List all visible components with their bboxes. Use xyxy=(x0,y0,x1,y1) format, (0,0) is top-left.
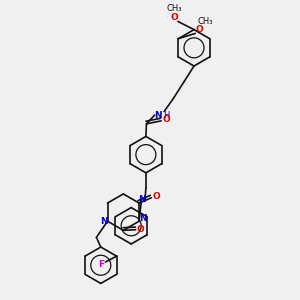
Text: O: O xyxy=(137,225,145,234)
Text: O: O xyxy=(152,192,160,201)
Text: H: H xyxy=(163,110,170,119)
Text: N: N xyxy=(154,110,161,119)
Text: N: N xyxy=(139,214,146,223)
Text: O: O xyxy=(195,25,203,34)
Text: CH₃: CH₃ xyxy=(198,16,213,26)
Text: N: N xyxy=(100,217,107,226)
Text: O: O xyxy=(170,13,178,22)
Text: O: O xyxy=(163,115,170,124)
Text: CH₃: CH₃ xyxy=(166,4,182,13)
Text: F: F xyxy=(98,260,104,269)
Text: N: N xyxy=(138,195,145,204)
